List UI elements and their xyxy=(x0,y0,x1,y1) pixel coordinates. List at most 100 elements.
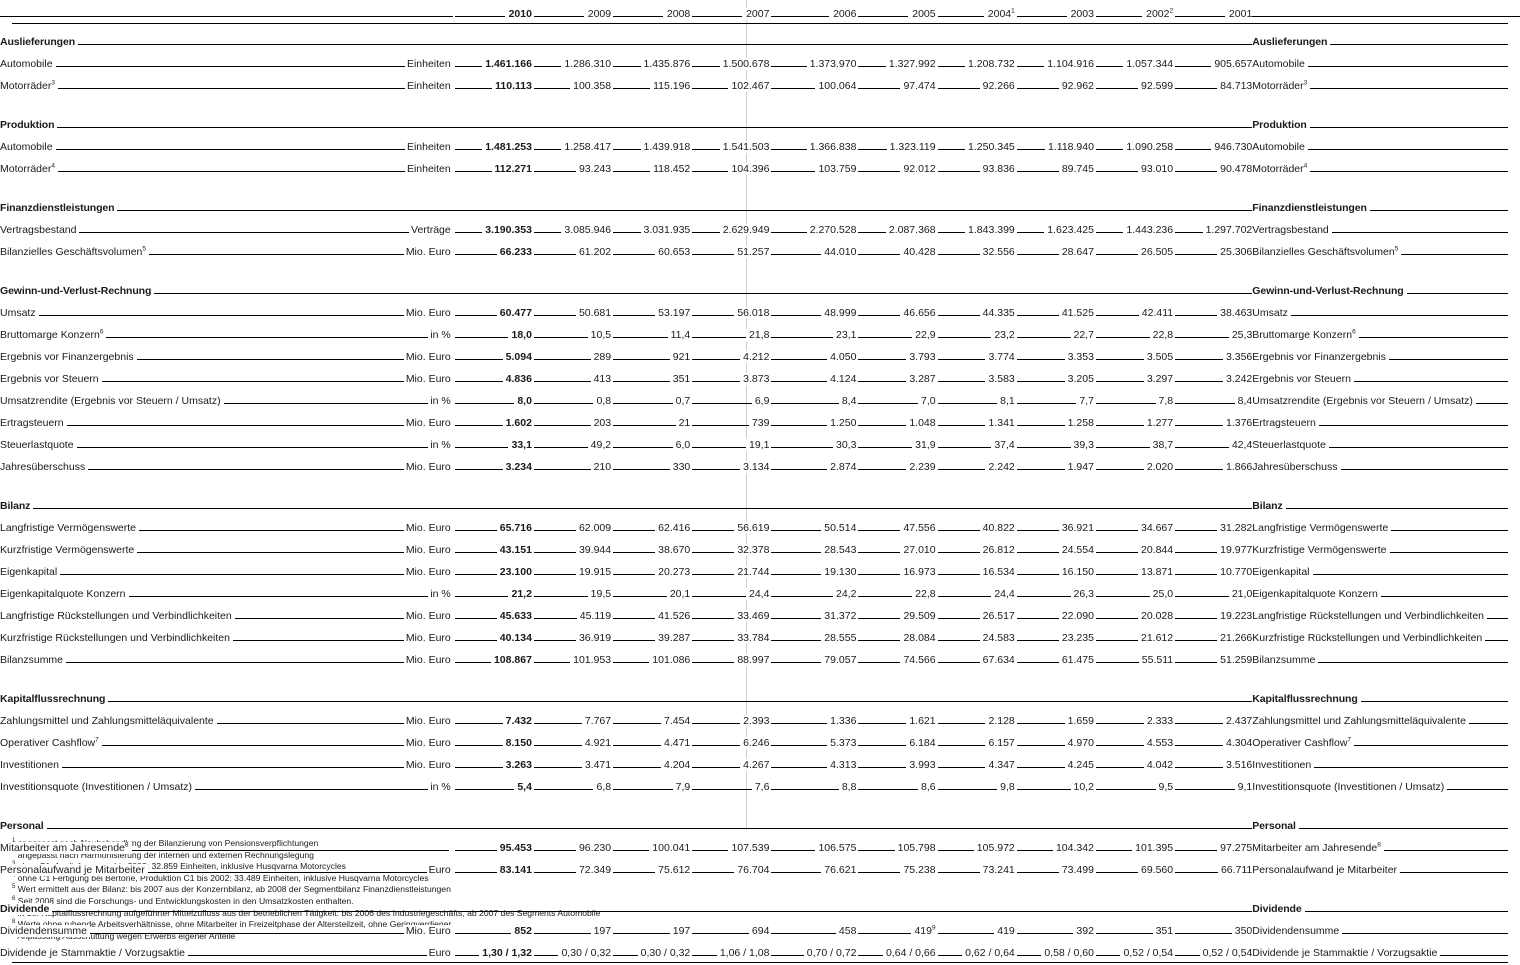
row-label-left: Kurzfristige Vermögenswerte xyxy=(0,534,389,556)
section-rule-col xyxy=(452,192,532,214)
cell-2007: 33.469 xyxy=(690,600,770,622)
cell-2003: 22,7 xyxy=(1015,319,1094,341)
cell-2004: 419 xyxy=(936,915,1015,937)
cell-2002: 55.511 xyxy=(1094,644,1174,666)
cell-2004: 2.128 xyxy=(936,705,1015,727)
section-gap xyxy=(0,666,1520,683)
cell-2003: 7,7 xyxy=(1015,385,1094,407)
section-rule-col xyxy=(856,683,936,705)
cell-2008: 197 xyxy=(611,915,691,937)
section-rule-col xyxy=(452,893,532,915)
section-rule-col xyxy=(935,490,1015,512)
cell-2001: 350 xyxy=(1173,915,1253,937)
cell-2010: 3.190.353 xyxy=(453,214,532,236)
section-rule-col xyxy=(611,192,691,214)
section-rule-col xyxy=(856,275,936,297)
cell-2007: 24,4 xyxy=(690,578,770,600)
cell-2010: 852 xyxy=(453,915,532,937)
cell-2009: 413 xyxy=(532,363,612,385)
section-rule-col xyxy=(452,683,532,705)
cell-2003: 89.745 xyxy=(1015,153,1094,175)
section-title-left: Kapitalflussrechnung xyxy=(0,683,389,705)
cell-2005: 3.287 xyxy=(856,363,936,385)
table-row: Vertragsbestand Verträge 3.190.353 3.085.94… xyxy=(0,214,1520,236)
section-rule-col xyxy=(1093,26,1174,48)
row-label-left: Zahlungsmittel und Zahlungsmitteläquival… xyxy=(0,705,389,727)
row-unit: Mio. Euro xyxy=(388,451,453,473)
cell-2008: 53.197 xyxy=(611,297,691,319)
cell-2009: 93.243 xyxy=(532,153,612,175)
cell-2007: 694 xyxy=(690,915,770,937)
cell-2003: 24.554 xyxy=(1015,534,1094,556)
table-row: Investitionen Mio. Euro 3.263 3.471 4.204 4.2… xyxy=(0,749,1520,771)
section-rule-col xyxy=(1173,893,1253,915)
cell-2003: 39,3 xyxy=(1015,429,1094,451)
cell-2008: 330 xyxy=(611,451,691,473)
cell-2009: 19,5 xyxy=(532,578,612,600)
cell-2003: 4.245 xyxy=(1015,749,1094,771)
section-rule-col xyxy=(1093,683,1174,705)
cell-2002: 101.395 xyxy=(1094,832,1174,854)
row-unit: Einheiten xyxy=(388,131,453,153)
section-rule-unit xyxy=(388,683,453,705)
cell-2009: 197 xyxy=(532,915,612,937)
cell-2001: 1.866 xyxy=(1173,451,1253,473)
section-rule-unit xyxy=(388,192,453,214)
year-header-2009: 2009 xyxy=(532,0,612,20)
section-rule-col xyxy=(856,26,936,48)
cell-2005: 40.428 xyxy=(856,236,936,258)
cell-2007: 3.134 xyxy=(690,451,770,473)
section-rule-col xyxy=(935,192,1015,214)
cell-2007: 1.541.503 xyxy=(690,131,770,153)
row-unit xyxy=(388,832,453,854)
header-underline xyxy=(0,20,1520,26)
cell-2005: 1.327.992 xyxy=(856,48,936,70)
section-rule-col xyxy=(935,810,1015,832)
year-header-row: 2010 2009 2008 2007 2006 2005 20041 2003 20022 20… xyxy=(0,0,1520,20)
cell-2009: 101.953 xyxy=(532,644,612,666)
section-rule-col xyxy=(1014,810,1094,832)
cell-2010: 4.836 xyxy=(453,363,532,385)
cell-2001: 0,52 / 0,54 xyxy=(1173,937,1253,959)
cell-2003: 1.623.425 xyxy=(1015,214,1094,236)
cell-2004: 24,4 xyxy=(936,578,1015,600)
cell-2004: 4.347 xyxy=(936,749,1015,771)
cell-2005: 105.798 xyxy=(856,832,936,854)
row-unit: Einheiten xyxy=(388,153,453,175)
table-row: Investitionsquote (Investitionen / Umsat… xyxy=(0,771,1520,793)
cell-2010: 60.477 xyxy=(453,297,532,319)
section-header-row: Dividende Dividende xyxy=(0,893,1520,915)
section-title-left: Personal xyxy=(0,810,389,832)
cell-2005: 75.238 xyxy=(856,854,936,876)
year-header-2005: 2005 xyxy=(856,0,936,20)
cell-2005: 97.474 xyxy=(856,70,936,92)
section-rule-col xyxy=(856,109,936,131)
section-rule-col xyxy=(611,893,691,915)
cell-2009: 3.085.946 xyxy=(532,214,612,236)
row-unit: Mio. Euro xyxy=(388,622,453,644)
cell-2005: 3.993 xyxy=(856,749,936,771)
cell-2003: 1.947 xyxy=(1015,451,1094,473)
cell-2003: 61.475 xyxy=(1015,644,1094,666)
cell-2002: 20.844 xyxy=(1094,534,1174,556)
cell-2006: 4.124 xyxy=(769,363,857,385)
row-label-right: Jahresüberschuss xyxy=(1252,451,1520,473)
section-title-right: Bilanz xyxy=(1252,490,1520,512)
section-header-row: Kapitalflussrechnung Kapitalflussrechnung xyxy=(0,683,1520,705)
cell-2004: 16.534 xyxy=(936,556,1015,578)
cell-2004: 1.341 xyxy=(936,407,1015,429)
cell-2001: 19.977 xyxy=(1173,534,1253,556)
section-rule-col xyxy=(1014,490,1094,512)
cell-2004: 9,8 xyxy=(936,771,1015,793)
cell-2001: 66.711 xyxy=(1173,854,1253,876)
section-rule-col xyxy=(769,683,857,705)
cell-2001: 21,0 xyxy=(1173,578,1253,600)
cell-2001: 25.306 xyxy=(1173,236,1253,258)
section-title-right: Produktion xyxy=(1252,109,1520,131)
cell-2001: 38.463 xyxy=(1173,297,1253,319)
cell-2004: 1.208.732 xyxy=(936,48,1015,70)
section-rule-col xyxy=(531,683,612,705)
row-label-left: Ertragsteuern xyxy=(0,407,389,429)
cell-2010: 1.602 xyxy=(453,407,532,429)
